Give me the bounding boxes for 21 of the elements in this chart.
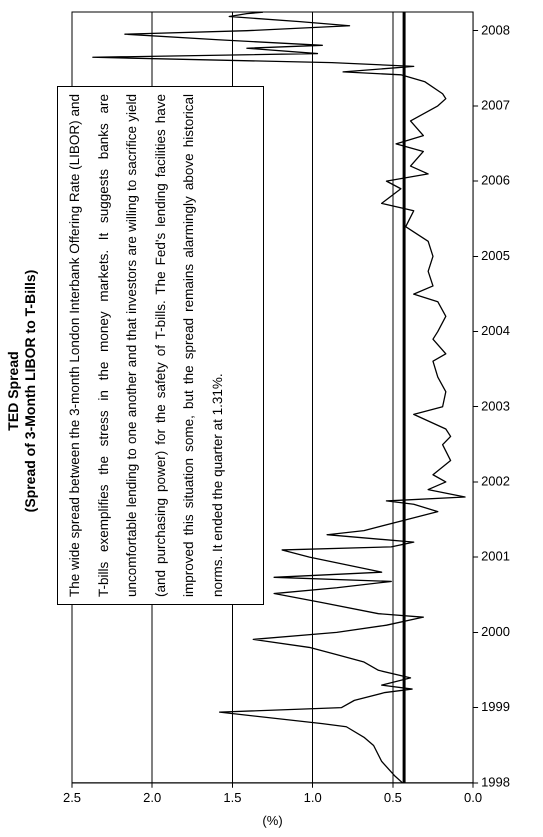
x-tick-label: 1.0 — [304, 790, 322, 806]
y-tick-label: 2005 — [481, 248, 510, 263]
y-tick-label: 2006 — [481, 172, 510, 188]
y-tick-label: 2008 — [481, 22, 510, 38]
y-tick-label: 2000 — [481, 624, 510, 639]
x-tick-label: 2.5 — [62, 790, 82, 806]
y-tick-label: 2007 — [481, 97, 510, 112]
y-tick-label: 2002 — [481, 474, 510, 489]
x-tick-label: 2.0 — [143, 790, 162, 806]
text: TED Spread — [5, 350, 22, 433]
y-tick-label: 2004 — [481, 323, 510, 338]
note-box: The wide spread between the 3-month London Interbank Offering Rate (LIBOR) and T-bills exemplifies the stress in the money markets. It suggests banks are uncomfortable lending to one another and that investors are willing to sacrifice yield (and purchasing power) for the safety of T-bills. The Fed's lending facilities have improved this situation some, but the spread remains alarmingly above historical norms. It ended the quarter at 1.31%. — [57, 86, 264, 605]
x-tick-label: 0.0 — [464, 790, 482, 806]
x-tick-label: 1.5 — [223, 790, 242, 806]
y-tick-label: 1999 — [481, 699, 510, 714]
text: (Spread of 3-Month LIBOR to T-Bills) — [22, 268, 39, 514]
x-axis-title: (%) — [262, 812, 283, 828]
x-tick-label: 0.5 — [384, 790, 402, 806]
y-tick-label: 1998 — [481, 774, 510, 790]
y-tick-label: 2003 — [481, 398, 510, 414]
y-tick-label: 2001 — [481, 548, 510, 564]
